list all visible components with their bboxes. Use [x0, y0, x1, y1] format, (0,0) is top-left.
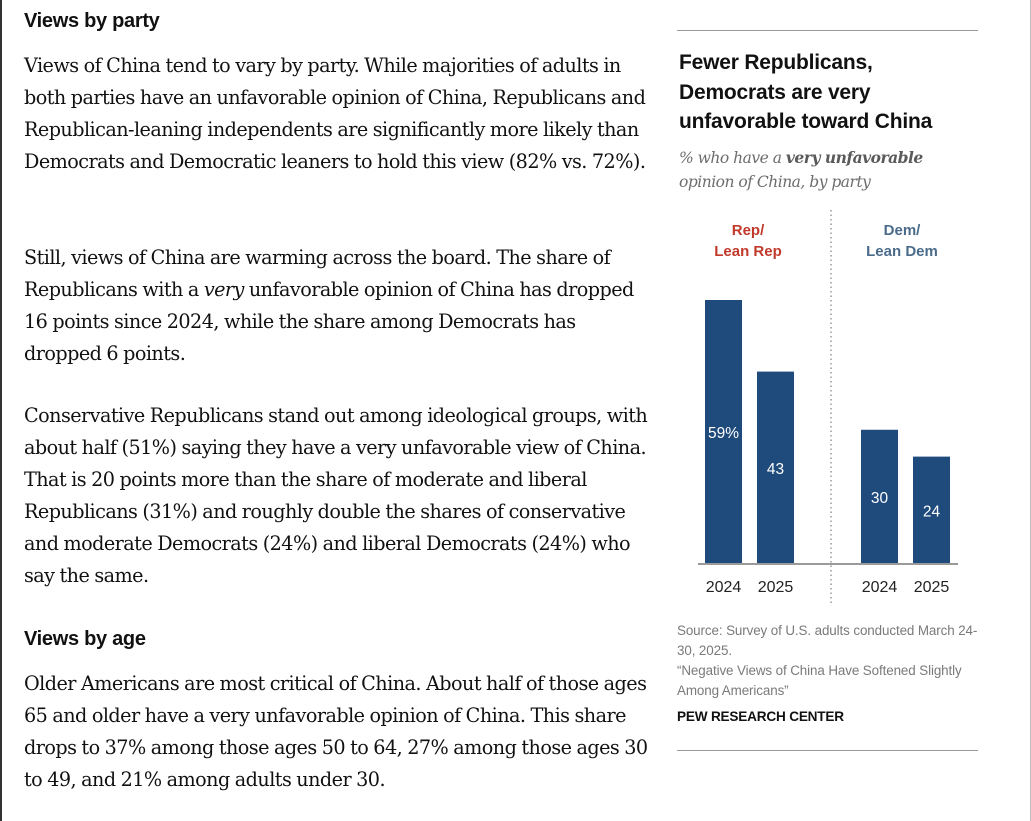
subtitle-emphasis: very unfavorable — [785, 148, 923, 167]
chart-title: Fewer Republicans, Democrats are very un… — [679, 51, 933, 133]
group-label-rep-line1: Rep/ — [732, 222, 765, 239]
paragraph-warming: Still, views of China are warming across… — [24, 246, 634, 365]
bar-value-label: 24 — [923, 503, 941, 520]
x-tick-label: 2024 — [706, 579, 742, 596]
organization-credit: PEW RESEARCH CENTER — [677, 709, 844, 724]
paragraph-age: Older Americans are most critical of Chi… — [24, 672, 648, 791]
x-tick-label: 2024 — [862, 579, 898, 596]
group-label-dem-line2: Lean Dem — [866, 243, 938, 260]
bar-dem-2024 — [861, 429, 898, 564]
chart-panel: Fewer Republicans, Democrats are very un… — [677, 0, 978, 821]
chart-subtitle: % who have a very unfavorable opinion of… — [679, 148, 923, 191]
x-tick-label: 2025 — [914, 579, 950, 596]
bar-value-label: 59% — [708, 425, 739, 442]
group-label-rep-line2: Lean Rep — [714, 243, 782, 260]
bar-value-label: 43 — [767, 461, 784, 478]
group-label-dem-line1: Dem/ — [884, 222, 922, 239]
top-rule — [677, 30, 978, 31]
bar-dem-2025 — [913, 456, 950, 564]
bar-value-label: 30 — [871, 490, 889, 507]
bars-layer: 59% 43 30 24 — [705, 300, 950, 564]
section-heading-party: Views by party — [24, 10, 160, 32]
source-note: Source: Survey of U.S. adults conducted … — [677, 623, 978, 698]
x-tick-label: 2025 — [758, 579, 794, 596]
emphasis-very: very — [203, 278, 245, 301]
bar-chart: Rep/ Lean Rep Dem/ Lean Dem 59% 43 30 24 20… — [698, 210, 958, 606]
bottom-rule — [677, 750, 978, 751]
bar-rep-2024 — [705, 300, 742, 564]
x-tick-labels: 2024 2025 2024 2025 — [706, 579, 950, 596]
bar-rep-2025 — [757, 371, 794, 564]
section-heading-age: Views by age — [24, 628, 146, 650]
paragraph-party-overview: Views of China tend to vary by party. Wh… — [24, 54, 646, 173]
paragraph-ideology: Conservative Republicans stand out among… — [24, 404, 648, 587]
